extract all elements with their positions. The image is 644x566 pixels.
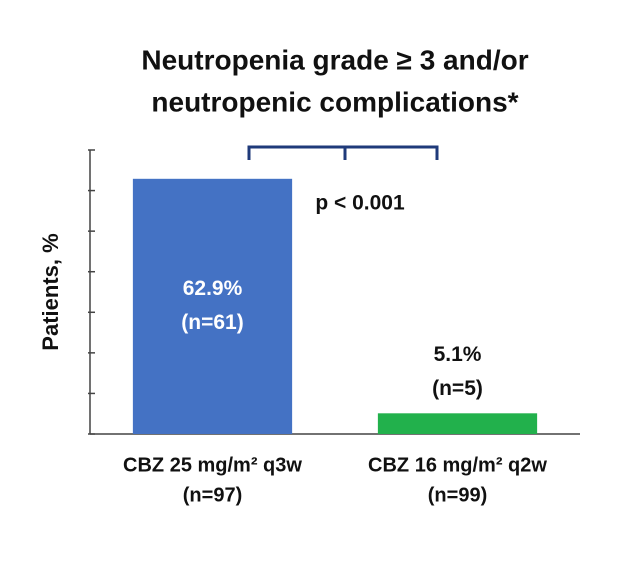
x-tick-label: CBZ 25 mg/m² q3w	[123, 454, 302, 476]
chart-title: neutropenic complications*	[151, 86, 518, 117]
count-label: (n=5)	[432, 377, 483, 400]
value-label: 62.9%	[183, 277, 243, 300]
y-axis-label: Patients, %	[38, 233, 63, 350]
count-label: (n=61)	[181, 311, 243, 334]
bar	[132, 178, 293, 434]
bar	[377, 413, 538, 434]
x-tick-label: CBZ 16 mg/m² q2w	[368, 454, 547, 476]
significance-bracket	[247, 145, 439, 160]
chart-title: Neutropenia grade ≥ 3 and/or	[141, 44, 528, 75]
x-tick-sublabel: (n=97)	[183, 484, 242, 506]
value-label: 5.1%	[434, 343, 482, 366]
x-tick-sublabel: (n=99)	[428, 484, 487, 506]
annotation: p < 0.001	[315, 192, 405, 215]
